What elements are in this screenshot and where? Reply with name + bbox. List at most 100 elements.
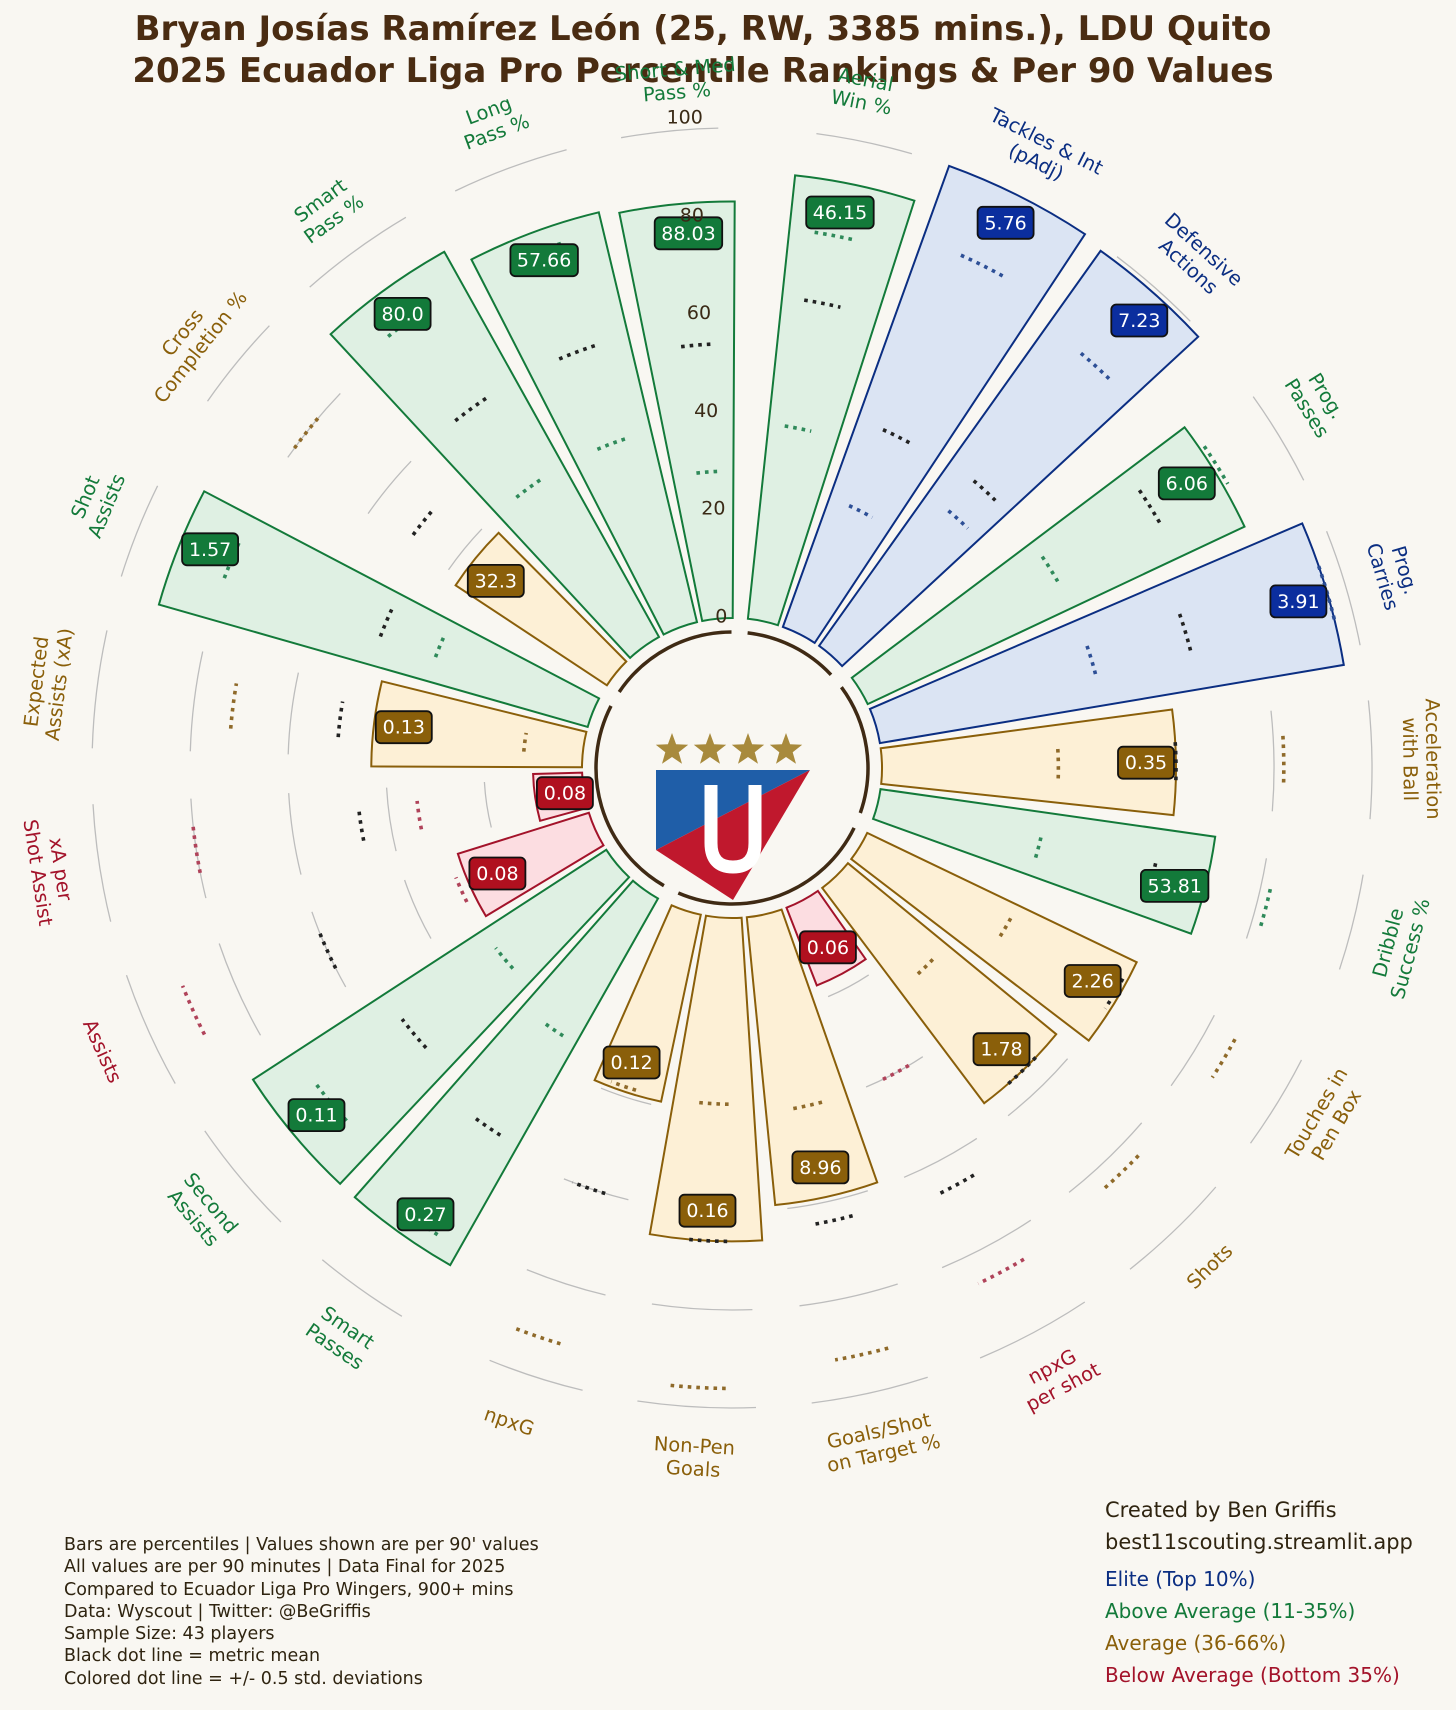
value-badge-box: [653, 216, 724, 251]
metric-label: Goals/Shoton Target %: [820, 1407, 943, 1477]
value-badge-box: [1269, 584, 1328, 619]
grid-arc: [1129, 1186, 1217, 1270]
value-badge: 80.0: [373, 296, 432, 331]
grid-arc: [92, 804, 112, 922]
grid-arc: [120, 485, 159, 577]
grid-arc: [1116, 256, 1191, 322]
bar-tackles-&-int-(padj): [781, 164, 1087, 645]
bar-aerial-win-%: [746, 174, 916, 627]
credit-author: Created by Ben Griffis: [1105, 1498, 1337, 1522]
crest-u-letter: [704, 785, 762, 874]
value-badge-text: 0.16: [686, 1200, 728, 1222]
std-dev-line: [947, 509, 970, 530]
value-badge-text: 5.76: [984, 212, 1026, 234]
std-dev-line: [996, 917, 1013, 941]
metric-label: Short & MedPass %: [614, 53, 739, 109]
metric-label-line: Pass %: [642, 78, 712, 106]
value-badge-box: [1063, 964, 1122, 998]
mean-line: [400, 1018, 428, 1050]
metric-label-line: Assists: [78, 1016, 126, 1087]
grid-arc: [979, 1301, 1086, 1359]
value-badge: 1.78: [972, 1032, 1031, 1067]
value-badge: 2.26: [1063, 964, 1122, 998]
value-badge-text: 0.35: [1125, 752, 1167, 774]
std-dev-line: [1085, 645, 1099, 679]
grid-arc: [91, 630, 108, 749]
grid-arc: [787, 1190, 868, 1210]
std-dev-line: [1040, 555, 1060, 583]
value-badge-text: 8.96: [799, 1157, 841, 1179]
grid-arc: [454, 149, 567, 192]
value-badge-text: 1.78: [980, 1039, 1022, 1061]
grid-arc: [206, 325, 270, 402]
grid-arc: [483, 781, 492, 828]
std-dev-line: [848, 504, 874, 519]
bar-smart-passes: [353, 879, 660, 1267]
value-badge-text: 0.08: [476, 863, 518, 885]
metric-label-line: with Ball: [1398, 717, 1422, 801]
mean-line: [1145, 862, 1158, 897]
metric-label: npxG: [481, 1402, 537, 1440]
metric-label-line: npxG: [481, 1402, 537, 1440]
std-dev-line: [191, 824, 202, 874]
metric-label: Non-PenGoals: [652, 1432, 736, 1482]
bar-short-&-med-pass-%: [618, 200, 736, 623]
mean-line: [1137, 489, 1162, 524]
mean-line: [972, 479, 997, 502]
grid-arc: [403, 879, 432, 939]
std-dev-line: [494, 946, 515, 970]
bar-expected-assists-(xa): [370, 680, 588, 769]
note-line: Data: Wyscout | Twitter: @BeGriffis: [64, 1601, 371, 1622]
grid-arc: [1249, 1059, 1303, 1144]
mean-line: [811, 1213, 854, 1227]
std-dev-line: [814, 230, 857, 243]
std-dev-line: [698, 1100, 729, 1106]
value-badge-box: [799, 930, 857, 965]
value-badge-text: 1.57: [189, 539, 231, 561]
value-badge-text: 46.15: [813, 202, 867, 224]
legend-average: Average (36-66%): [1105, 1631, 1287, 1655]
mean-line: [1177, 613, 1194, 656]
std-dev-line: [541, 1020, 565, 1038]
value-badge-text: 53.81: [1147, 875, 1201, 897]
value-badge-box: [374, 710, 433, 745]
std-dev-line: [314, 1083, 348, 1122]
title-line-2: 2025 Ecuador Liga Pro Percentile Ranking…: [132, 51, 1274, 91]
std-dev-line: [454, 876, 469, 903]
value-badge: 7.23: [1110, 303, 1169, 338]
value-badge: 32.3: [466, 564, 525, 598]
value-badge: 0.16: [678, 1193, 737, 1228]
grid-arc: [600, 1087, 652, 1106]
radial-tick-label: 60: [687, 302, 711, 324]
grid-arc: [309, 216, 407, 288]
mean-line: [680, 342, 715, 349]
bar-long-pass-%: [470, 211, 699, 636]
mean-line: [317, 930, 338, 970]
mean-line: [1173, 742, 1178, 783]
grid-arc: [941, 1219, 1032, 1269]
bar-non-pen-goals: [648, 914, 764, 1243]
mean-line: [378, 608, 394, 638]
radial-tick-label: 100: [667, 107, 703, 129]
chart-title: Bryan Josías Ramírez León (25, RW, 3385 …: [0, 8, 1406, 92]
metric-label: Prog.Passes: [1280, 362, 1354, 442]
std-dev-line: [1056, 748, 1061, 779]
mean-line: [882, 428, 914, 447]
std-dev-line: [834, 1346, 889, 1362]
mean-line: [1007, 1056, 1038, 1086]
grid-arc: [489, 1359, 583, 1391]
value-badge-box: [805, 195, 875, 230]
mean-line: [558, 343, 598, 361]
group-arc: [839, 686, 870, 814]
mean-line: [411, 509, 434, 536]
group-arc: [617, 630, 732, 693]
value-badge-text: 32.3: [475, 570, 517, 592]
grid-arc: [526, 1268, 606, 1296]
std-dev-line: [1100, 1154, 1140, 1192]
std-dev-line: [292, 413, 322, 450]
value-badge-text: 88.03: [661, 223, 715, 245]
value-badge: 5.76: [976, 205, 1035, 240]
value-badge: 3.91: [1269, 584, 1328, 619]
grid-arc: [903, 1137, 978, 1178]
value-badge-box: [1110, 303, 1169, 338]
